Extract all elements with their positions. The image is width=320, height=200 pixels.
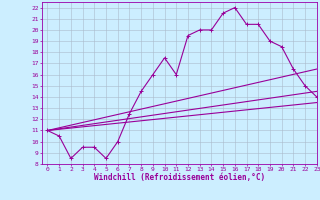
- X-axis label: Windchill (Refroidissement éolien,°C): Windchill (Refroidissement éolien,°C): [94, 173, 265, 182]
